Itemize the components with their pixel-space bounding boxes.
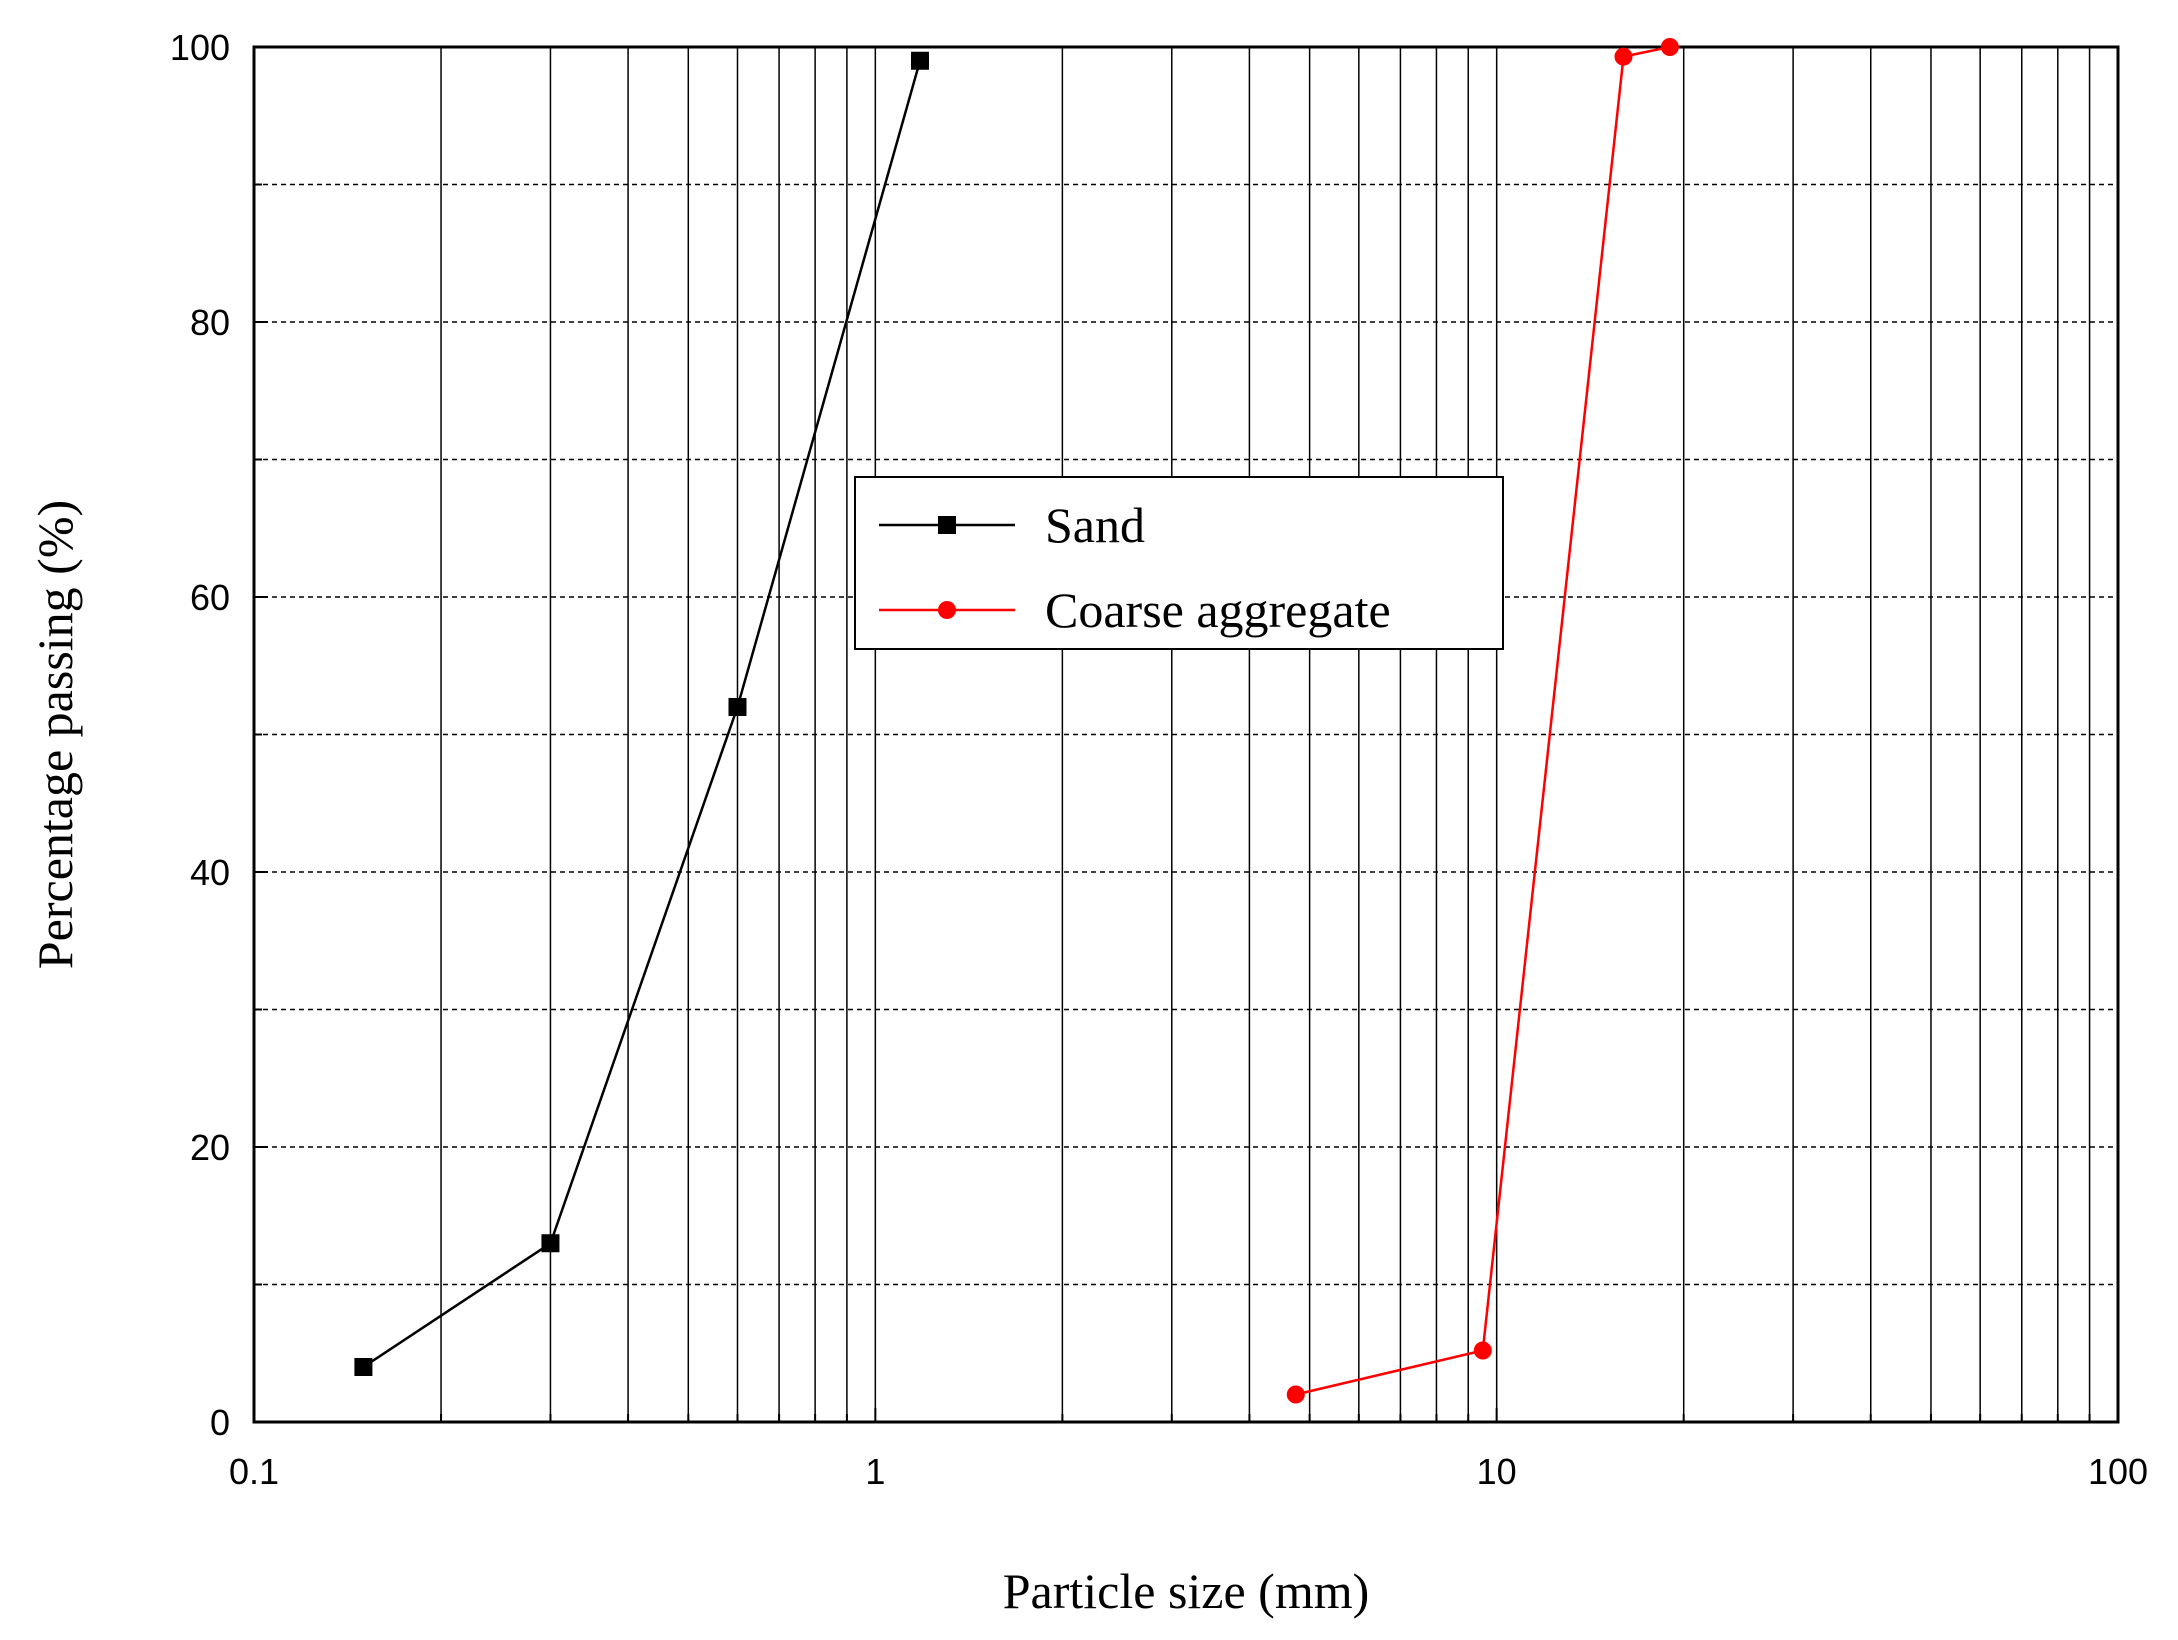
legend-box <box>854 476 1504 650</box>
series-line <box>362 60 922 1369</box>
y-axis-title: Percentage passing (%) <box>27 500 83 969</box>
legend: Sand Coarse aggregate <box>854 476 1504 650</box>
grid-lines <box>254 47 2118 1422</box>
x-tick-label: 100 <box>2088 1451 2148 1492</box>
data-point <box>354 1358 373 1376</box>
data-point <box>728 698 747 716</box>
y-tick-label: 20 <box>190 1127 230 1168</box>
x-tick-label: 1 <box>865 1451 885 1492</box>
axis-ticks <box>253 183 2119 1422</box>
data-point <box>1286 1385 1305 1404</box>
y-tick-label: 60 <box>190 577 230 618</box>
legend-marker <box>938 516 956 534</box>
y-tick-label: 0 <box>210 1402 230 1443</box>
data-point <box>1660 38 1679 56</box>
x-tick-label: 0.1 <box>229 1451 279 1492</box>
y-tick-label: 80 <box>190 302 230 343</box>
series-sand <box>354 51 929 1376</box>
legend-label: Sand <box>1045 497 1145 553</box>
legend-marker <box>938 601 956 619</box>
data-point <box>541 1234 560 1253</box>
data-point <box>910 51 929 70</box>
legend-item: Sand <box>879 497 1145 553</box>
legend-item: Coarse aggregate <box>879 582 1391 638</box>
y-tick-label: 40 <box>190 852 230 893</box>
data-point <box>1473 1341 1492 1360</box>
data-series <box>354 38 1679 1404</box>
series-coarse-aggregate <box>1286 38 1679 1404</box>
tick-labels: 0.1 1 10 100 0 20 40 60 80 100 <box>170 27 2148 1492</box>
y-tick-label: 100 <box>170 27 230 68</box>
data-point <box>1614 47 1633 66</box>
x-tick-label: 10 <box>1477 1451 1517 1492</box>
series-line <box>1295 45 1671 1396</box>
x-axis-title: Particle size (mm) <box>1003 1563 1370 1619</box>
legend-label: Coarse aggregate <box>1045 582 1391 638</box>
